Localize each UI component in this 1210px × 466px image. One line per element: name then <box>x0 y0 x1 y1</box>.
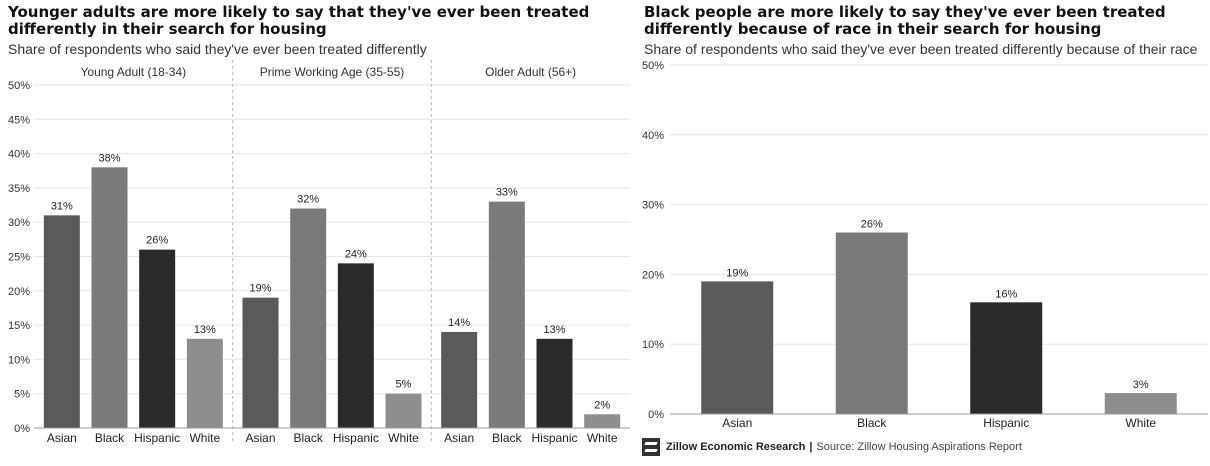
right-xtick-white: White <box>1125 416 1156 430</box>
left-bar-young-adult-18-34-black <box>91 167 128 428</box>
right-bar-hispanic <box>970 302 1043 414</box>
left-bar-older-adult-56-white <box>584 414 621 428</box>
right-ytick-10: 10% <box>642 339 664 351</box>
left-bar-label-older-adult-56-black: 33% <box>496 187 518 199</box>
right-ytick-50: 50% <box>642 60 664 72</box>
left-ytick-35: 35% <box>8 183 30 195</box>
left-chart-title: Younger adults are more likely to say th… <box>8 3 590 38</box>
right-bar-label-black: 26% <box>861 219 883 231</box>
right-xtick-hispanic: Hispanic <box>983 416 1029 430</box>
right-bar-black <box>835 232 908 414</box>
left-ytick-15: 15% <box>8 320 30 332</box>
left-xtick-young-adult-18-34-hispanic: Hispanic <box>134 431 180 445</box>
left-ytick-50: 50% <box>8 80 30 92</box>
left-bar-young-adult-18-34-white <box>186 338 223 428</box>
left-bar-prime-working-age-35-55-hispanic <box>337 263 374 428</box>
right-bar-asian <box>701 281 774 414</box>
left-bar-young-adult-18-34-hispanic <box>139 249 176 428</box>
right-ytick-40: 40% <box>642 130 664 142</box>
right-ytick-20: 20% <box>642 269 664 281</box>
chart-footer: Zillow Economic Research | Source: Zillo… <box>642 436 1022 458</box>
right-chart-title: Black people are more likely to say they… <box>644 3 1166 38</box>
left-group-label-young-adult-18-34: Young Adult (18-34) <box>81 65 187 79</box>
left-ytick-45: 45% <box>8 114 30 126</box>
zillow-logo-icon <box>642 438 660 456</box>
left-chart-panel: Younger adults are more likely to say th… <box>8 3 630 445</box>
left-group-label-prime-working-age-35-55: Prime Working Age (35-55) <box>260 65 405 79</box>
left-ytick-40: 40% <box>8 149 30 161</box>
left-bar-label-prime-working-age-35-55-white: 5% <box>396 379 412 391</box>
footer-separator: | <box>809 441 813 453</box>
left-bar-prime-working-age-35-55-white <box>385 393 422 428</box>
left-xtick-older-adult-56-white: White <box>587 431 618 445</box>
left-bar-prime-working-age-35-55-asian <box>242 297 279 428</box>
left-bar-label-young-adult-18-34-hispanic: 26% <box>146 235 168 247</box>
right-chart-svg: 0% 10% 20% 30% 40% 50% 19% Asian 26% Black 16% Hisp… <box>642 60 1208 430</box>
footer-source: Source: Zillow Housing Aspirations Repor… <box>816 441 1022 453</box>
left-bar-label-older-adult-56-white: 2% <box>594 399 610 411</box>
left-xtick-young-adult-18-34-white: White <box>189 431 220 445</box>
left-xtick-older-adult-56-black: Black <box>492 431 522 445</box>
left-ytick-5: 5% <box>14 389 30 401</box>
left-bar-label-young-adult-18-34-white: 13% <box>194 324 216 336</box>
left-xtick-young-adult-18-34-black: Black <box>95 431 125 445</box>
left-bar-label-older-adult-56-asian: 14% <box>448 317 470 329</box>
left-xtick-prime-working-age-35-55-white: White <box>388 431 419 445</box>
right-chart-subtitle: Share of respondents who said they've ev… <box>644 41 1198 57</box>
left-bar-label-older-adult-56-hispanic: 13% <box>543 324 565 336</box>
right-ytick-30: 30% <box>642 200 664 212</box>
left-bar-prime-working-age-35-55-black <box>290 208 327 428</box>
right-xtick-asian: Asian <box>722 416 752 430</box>
right-bar-label-hispanic: 16% <box>995 288 1017 300</box>
right-chart-panel: Black people are more likely to say they… <box>636 0 1210 466</box>
right-xtick-black: Black <box>857 416 887 430</box>
left-xtick-prime-working-age-35-55-asian: Asian <box>245 431 275 445</box>
left-xtick-older-adult-56-hispanic: Hispanic <box>531 431 577 445</box>
left-bar-label-prime-working-age-35-55-black: 32% <box>297 193 319 205</box>
right-bar-white <box>1104 393 1177 414</box>
left-bar-label-young-adult-18-34-black: 38% <box>98 152 120 164</box>
left-ytick-10: 10% <box>8 354 30 366</box>
left-xtick-prime-working-age-35-55-black: Black <box>293 431 323 445</box>
left-xtick-older-adult-56-asian: Asian <box>444 431 474 445</box>
left-bar-young-adult-18-34-asian <box>43 215 80 428</box>
left-bar-older-adult-56-hispanic <box>536 338 573 428</box>
right-bar-label-asian: 19% <box>726 267 748 279</box>
left-bar-older-adult-56-black <box>488 201 525 428</box>
left-xtick-young-adult-18-34-asian: Asian <box>47 431 77 445</box>
left-ytick-0: 0% <box>14 423 30 435</box>
footer-brand: Zillow Economic Research <box>666 441 806 453</box>
left-bar-label-prime-working-age-35-55-asian: 19% <box>249 283 271 295</box>
left-bar-label-young-adult-18-34-asian: 31% <box>51 200 73 212</box>
left-bar-older-adult-56-asian <box>441 331 478 428</box>
left-ytick-25: 25% <box>8 252 30 264</box>
left-ytick-30: 30% <box>8 217 30 229</box>
left-xtick-prime-working-age-35-55-hispanic: Hispanic <box>333 431 379 445</box>
right-bar-label-white: 3% <box>1133 379 1149 391</box>
left-chart-subtitle: Share of respondents who said they've ev… <box>8 41 427 57</box>
right-ytick-0: 0% <box>648 409 664 421</box>
left-ytick-20: 20% <box>8 286 30 298</box>
left-bar-label-prime-working-age-35-55-hispanic: 24% <box>345 248 367 260</box>
left-chart-svg: 0% 5% 10% 15% 20% 25% 30% 35% 40% 45% 50% Young Adu… <box>8 60 630 445</box>
left-group-label-older-adult-56: Older Adult (56+) <box>485 65 576 79</box>
